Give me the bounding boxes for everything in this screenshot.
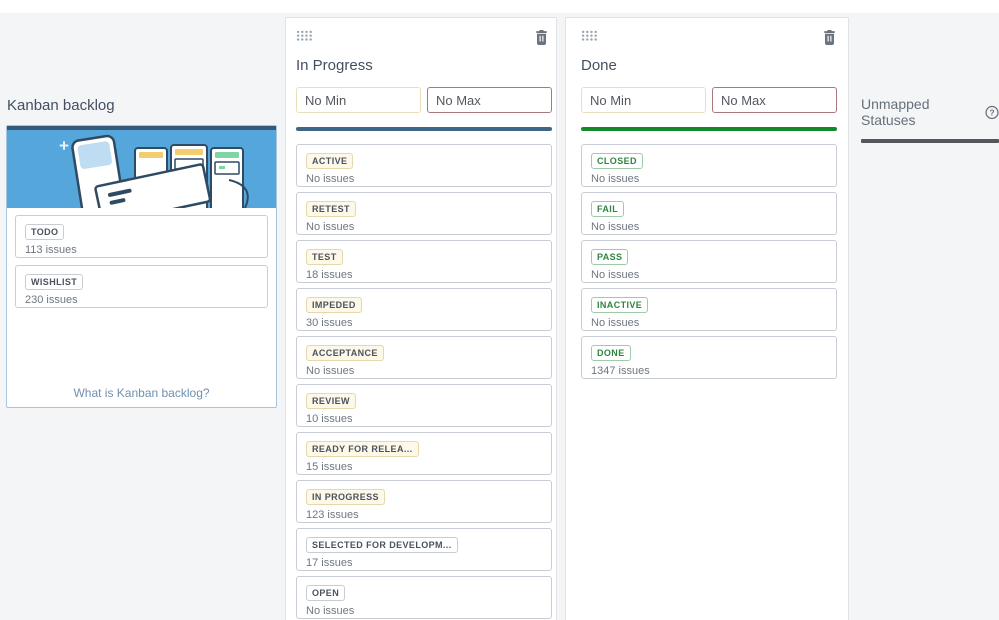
status-lozenge: TEST (306, 249, 343, 266)
issue-count: 113 issues (25, 244, 77, 257)
status-card[interactable]: READY FOR RELEA... 15 issues (296, 432, 552, 475)
column-constraints (581, 87, 837, 113)
column-in-progress: In Progress ACTIVE No issues RETEST No i… (285, 17, 557, 620)
issue-count: No issues (591, 221, 640, 234)
status-list: ACTIVE No issues RETEST No issues TEST 1… (296, 144, 552, 619)
unmapped-color-bar (861, 139, 999, 143)
help-icon[interactable]: ? (985, 105, 999, 120)
kanban-backlog-title: Kanban backlog (7, 97, 115, 114)
status-lozenge: SELECTED FOR DEVELOPM... (306, 537, 458, 554)
status-card[interactable]: OPEN No issues (296, 576, 552, 619)
issue-count: No issues (591, 269, 640, 282)
backlog-status-list: TODO 113 issues WISHLIST 230 issues (7, 208, 276, 308)
status-lozenge: IMPEDED (306, 297, 362, 314)
status-card[interactable]: ACCEPTANCE No issues (296, 336, 552, 379)
status-lozenge: OPEN (306, 585, 346, 602)
status-card[interactable]: DONE 1347 issues (581, 336, 837, 379)
issue-count: No issues (306, 173, 355, 186)
issue-count: 123 issues (306, 509, 359, 522)
svg-text:?: ? (989, 107, 994, 117)
column-constraints (296, 87, 552, 113)
status-card[interactable]: TEST 18 issues (296, 240, 552, 283)
delete-column-button[interactable] (823, 30, 836, 45)
issue-count: 10 issues (306, 413, 353, 426)
kanban-backlog-illustration (7, 130, 276, 208)
column-title[interactable]: Done (581, 57, 617, 74)
top-strip (0, 0, 999, 13)
drag-handle-icon[interactable] (581, 30, 598, 41)
issue-count: 30 issues (306, 317, 353, 330)
status-lozenge: FAIL (591, 201, 625, 218)
issue-count: 18 issues (306, 269, 353, 282)
column-color-bar (296, 127, 552, 131)
status-list: CLOSED No issues FAIL No issues PASS No … (581, 144, 837, 379)
issue-count: No issues (591, 173, 640, 186)
status-card[interactable]: PASS No issues (581, 240, 837, 283)
what-is-kanban-backlog-link[interactable]: What is Kanban backlog? (73, 386, 210, 400)
issue-count: 230 issues (25, 294, 78, 307)
issue-count: 17 issues (306, 557, 353, 570)
status-lozenge: TODO (25, 224, 65, 241)
status-card[interactable]: REVIEW 10 issues (296, 384, 552, 427)
kanban-backlog-panel: TODO 113 issues WISHLIST 230 issues What… (6, 125, 277, 408)
status-card[interactable]: IMPEDED 30 issues (296, 288, 552, 331)
status-lozenge: WISHLIST (25, 274, 84, 291)
status-lozenge: RETEST (306, 201, 356, 218)
issue-count: 1347 issues (591, 365, 650, 378)
status-card[interactable]: CLOSED No issues (581, 144, 837, 187)
max-constraint-input[interactable] (427, 87, 552, 113)
unmapped-statuses-section: Unmapped Statuses ? (861, 96, 999, 143)
unmapped-statuses-title: Unmapped Statuses ? (861, 96, 999, 128)
max-constraint-input[interactable] (712, 87, 837, 113)
min-constraint-input[interactable] (581, 87, 706, 113)
status-card[interactable]: TODO 113 issues (15, 215, 268, 258)
status-lozenge: PASS (591, 249, 629, 266)
column-done: Done CLOSED No issues FAIL No issues PAS… (565, 17, 849, 620)
delete-column-button[interactable] (535, 30, 548, 45)
status-lozenge: ACCEPTANCE (306, 345, 384, 362)
status-lozenge: INACTIVE (591, 297, 649, 314)
issue-count: 15 issues (306, 461, 353, 474)
status-card[interactable]: RETEST No issues (296, 192, 552, 235)
drag-handle-icon[interactable] (296, 30, 313, 41)
status-card[interactable]: ACTIVE No issues (296, 144, 552, 187)
status-card[interactable]: IN PROGRESS 123 issues (296, 480, 552, 523)
issue-count: No issues (306, 365, 355, 378)
issue-count: No issues (306, 605, 355, 618)
trash-icon (824, 30, 835, 45)
status-lozenge: READY FOR RELEA... (306, 441, 419, 458)
status-card[interactable]: INACTIVE No issues (581, 288, 837, 331)
status-card[interactable]: FAIL No issues (581, 192, 837, 235)
status-card[interactable]: WISHLIST 230 issues (15, 265, 268, 308)
issue-count: No issues (306, 221, 355, 234)
status-card[interactable]: SELECTED FOR DEVELOPM... 17 issues (296, 528, 552, 571)
unmapped-statuses-label: Unmapped Statuses (861, 96, 930, 128)
issue-count: No issues (591, 317, 640, 330)
status-lozenge: IN PROGRESS (306, 489, 385, 506)
status-lozenge: DONE (591, 345, 631, 362)
status-lozenge: CLOSED (591, 153, 643, 170)
status-lozenge: REVIEW (306, 393, 356, 410)
trash-icon (536, 30, 547, 45)
column-toolbar (581, 30, 837, 45)
column-title[interactable]: In Progress (296, 57, 373, 74)
backlog-top-bar (7, 126, 276, 130)
status-lozenge: ACTIVE (306, 153, 354, 170)
min-constraint-input[interactable] (296, 87, 421, 113)
column-toolbar (296, 30, 552, 45)
column-color-bar (581, 127, 837, 131)
